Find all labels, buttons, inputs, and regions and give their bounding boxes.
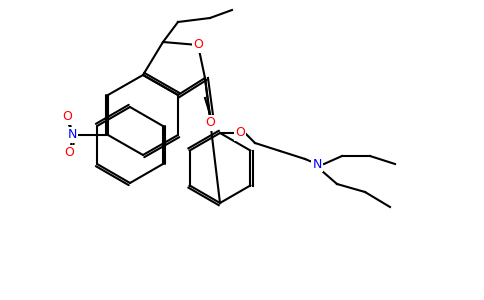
Text: N: N bbox=[312, 158, 322, 170]
Text: O: O bbox=[235, 127, 245, 140]
Text: O: O bbox=[62, 110, 72, 124]
Text: O: O bbox=[193, 38, 203, 52]
Text: N: N bbox=[67, 128, 76, 142]
Text: O: O bbox=[205, 116, 215, 130]
Text: O: O bbox=[64, 146, 74, 160]
